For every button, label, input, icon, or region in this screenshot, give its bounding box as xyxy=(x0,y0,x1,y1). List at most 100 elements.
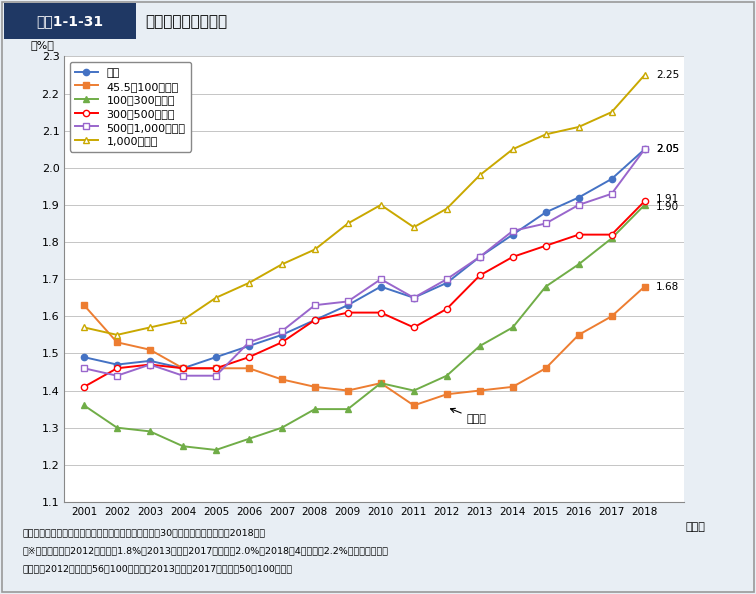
100～300人未満 xyxy=(310,406,319,413)
1,000人以上 xyxy=(113,331,122,339)
全体 xyxy=(607,175,616,182)
500～1,000人未満 xyxy=(79,365,88,372)
300～500人未満 xyxy=(376,309,386,316)
100～300人未満 xyxy=(376,380,386,387)
Line: 100～300人未満: 100～300人未満 xyxy=(81,202,648,453)
1,000人以上 xyxy=(79,324,88,331)
500～1,000人未満 xyxy=(409,294,418,301)
Text: 1.90: 1.90 xyxy=(656,202,680,212)
45.5～100人未満 xyxy=(310,383,319,390)
300～500人未満 xyxy=(409,324,418,331)
全体 xyxy=(277,331,287,339)
Bar xyxy=(4,4,136,39)
1,000人以上 xyxy=(442,205,451,212)
500～1,000人未満 xyxy=(376,276,386,283)
500～1,000人未満 xyxy=(212,372,221,380)
1,000人以上 xyxy=(277,261,287,268)
Line: 45.5～100人未満: 45.5～100人未満 xyxy=(81,283,648,409)
1,000人以上 xyxy=(145,324,154,331)
全体 xyxy=(541,208,550,216)
Text: （年）: （年） xyxy=(686,522,705,532)
45.5～100人未満 xyxy=(476,387,485,394)
Text: （注）　2012年までは56～100人未満、2013年から2017年までは50～100人未満: （注） 2012年までは56～100人未満、2013年から2017年までは50～… xyxy=(23,564,293,573)
45.5～100人未満 xyxy=(541,365,550,372)
100～300人未満 xyxy=(640,201,649,208)
500～1,000人未満 xyxy=(343,298,352,305)
45.5～100人未満 xyxy=(343,387,352,394)
300～500人未満 xyxy=(508,253,517,260)
300～500人未満 xyxy=(212,365,221,372)
300～500人未満 xyxy=(244,353,253,361)
Text: 1.68: 1.68 xyxy=(656,282,680,292)
45.5～100人未満 xyxy=(508,383,517,390)
Line: 全体: 全体 xyxy=(81,146,648,371)
300～500人未満 xyxy=(541,242,550,249)
100～300人未満 xyxy=(442,372,451,380)
1,000人以上 xyxy=(178,317,187,324)
500～1,000人未満 xyxy=(607,190,616,197)
300～500人未満 xyxy=(442,305,451,312)
1,000人以上 xyxy=(541,131,550,138)
1,000人以上 xyxy=(244,279,253,286)
1,000人以上 xyxy=(607,109,616,116)
45.5～100人未満 xyxy=(442,391,451,398)
全体 xyxy=(574,194,583,201)
100～300人未満 xyxy=(574,261,583,268)
300～500人未満 xyxy=(178,365,187,372)
45.5～100人未満 xyxy=(244,365,253,372)
500～1,000人未満 xyxy=(145,361,154,368)
300～500人未満 xyxy=(277,339,287,346)
全体 xyxy=(178,365,187,372)
1,000人以上 xyxy=(640,71,649,78)
Line: 300～500人未満: 300～500人未満 xyxy=(81,198,648,390)
500～1,000人未満 xyxy=(277,327,287,334)
全体 xyxy=(212,353,221,361)
45.5～100人未満 xyxy=(79,302,88,309)
1,000人以上 xyxy=(476,172,485,179)
Text: 資料：厚生労働省職業安定局障害者雇用対策課「平成30年障害者雇用状況」（2018年）: 資料：厚生労働省職業安定局障害者雇用対策課「平成30年障害者雇用状況」（2018… xyxy=(23,529,266,538)
100～300人未満 xyxy=(244,435,253,443)
45.5～100人未満 xyxy=(145,346,154,353)
Text: 2.25: 2.25 xyxy=(656,70,680,80)
Text: ※法定雇用率は2012年までは1.8%、2013年から2017年までは2.0%、2018年4月以降は2.2%となっている。: ※法定雇用率は2012年までは1.8%、2013年から2017年までは2.0%、… xyxy=(23,546,389,555)
Text: （注）: （注） xyxy=(451,408,486,424)
45.5～100人未満 xyxy=(607,312,616,320)
1,000人以上 xyxy=(310,246,319,253)
100～300人未満 xyxy=(343,406,352,413)
全体 xyxy=(640,146,649,153)
100～300人未満 xyxy=(409,387,418,394)
Line: 1,000人以上: 1,000人以上 xyxy=(81,72,648,338)
300～500人未満 xyxy=(574,231,583,238)
300～500人未満 xyxy=(113,365,122,372)
100～300人未満 xyxy=(79,402,88,409)
45.5～100人未満 xyxy=(178,365,187,372)
500～1,000人未満 xyxy=(113,372,122,380)
全体 xyxy=(409,294,418,301)
300～500人未満 xyxy=(640,198,649,205)
300～500人未満 xyxy=(310,317,319,324)
100～300人未満 xyxy=(607,235,616,242)
Legend: 全体, 45.5～100人未満, 100～300人未満, 300～500人未満, 500～1,000人未満, 1,000人以上: 全体, 45.5～100人未満, 100～300人未満, 300～500人未満,… xyxy=(70,62,191,151)
Text: 1.91: 1.91 xyxy=(656,194,680,204)
100～300人未満 xyxy=(113,424,122,431)
100～300人未満 xyxy=(212,447,221,454)
100～300人未満 xyxy=(508,324,517,331)
45.5～100人未満 xyxy=(212,365,221,372)
300～500人未満 xyxy=(476,272,485,279)
Text: 2.05: 2.05 xyxy=(656,144,680,154)
Text: 企業規模別実雇用率: 企業規模別実雇用率 xyxy=(145,14,228,29)
500～1,000人未満 xyxy=(244,339,253,346)
500～1,000人未満 xyxy=(574,201,583,208)
全体 xyxy=(508,231,517,238)
100～300人未満 xyxy=(541,283,550,290)
Text: 図表1-1-31: 図表1-1-31 xyxy=(36,14,104,29)
1,000人以上 xyxy=(376,201,386,208)
500～1,000人未満 xyxy=(476,253,485,260)
100～300人未満 xyxy=(178,443,187,450)
Text: （%）: （%） xyxy=(30,40,54,50)
45.5～100人未満 xyxy=(113,339,122,346)
全体 xyxy=(442,279,451,286)
1,000人以上 xyxy=(574,124,583,131)
全体 xyxy=(79,353,88,361)
300～500人未満 xyxy=(607,231,616,238)
